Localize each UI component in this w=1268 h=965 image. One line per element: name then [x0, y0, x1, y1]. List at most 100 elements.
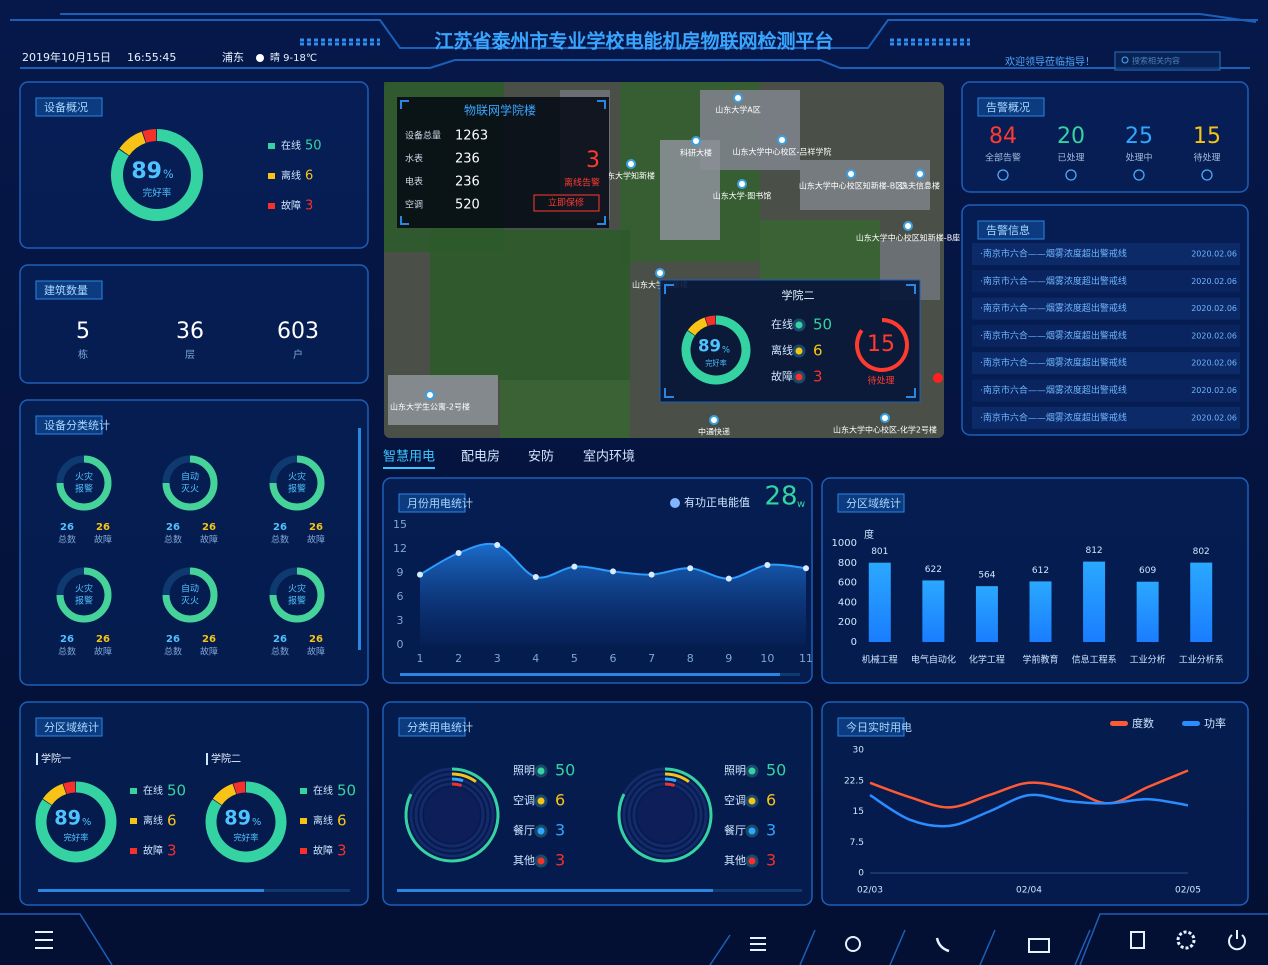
mail-icon[interactable] — [1028, 938, 1050, 953]
menu-icon[interactable] — [35, 931, 53, 949]
category-fault: 26 — [202, 634, 216, 645]
map-block — [500, 380, 630, 438]
usage-arc — [451, 782, 462, 787]
rate-unit: % — [252, 817, 261, 828]
panel-title-tag — [398, 717, 466, 737]
x-tick-label: 02/04 — [1016, 886, 1042, 896]
alarm-label: 离线告警 — [564, 177, 600, 189]
legend-value: 50 — [167, 782, 186, 800]
map-pin — [626, 159, 636, 169]
x-tick-label: 9 — [725, 652, 732, 665]
alarm-label: 处理中 — [1125, 152, 1152, 164]
row-label: 空调 — [405, 199, 423, 211]
x-tick-label: 机械工程 — [862, 654, 898, 666]
category-fault: 26 — [309, 634, 323, 645]
x-tick-label: 5 — [571, 652, 578, 665]
y-tick-label: 6 — [397, 590, 404, 603]
tab[interactable]: 配电房 — [461, 449, 500, 465]
legend-value: 50 — [813, 316, 832, 334]
y-unit: 度 — [864, 528, 874, 541]
panel-title: 分类用电统计 — [407, 720, 473, 734]
map-place: 科研大楼 — [680, 148, 712, 158]
list-icon[interactable] — [750, 937, 766, 951]
legend-label: 在线 — [771, 317, 793, 331]
ring-segment — [205, 781, 287, 863]
alarm-date: 2020.02.06 — [1191, 304, 1237, 313]
legend-dot — [745, 824, 759, 838]
power-icon[interactable] — [1228, 930, 1246, 951]
legend-value: 50 — [766, 761, 786, 780]
point — [725, 575, 732, 582]
total-label: 总数 — [164, 534, 182, 546]
alarm-row — [972, 379, 1240, 402]
usage-arc — [404, 767, 500, 863]
alarm-value: 25 — [1125, 124, 1153, 149]
legend-value: 3 — [555, 851, 565, 870]
map-pin — [777, 135, 787, 145]
map-pin — [425, 390, 435, 400]
weather: 晴 9-18℃ — [270, 51, 317, 64]
map-place: 山东大学A区 — [715, 105, 760, 115]
current-unit: w — [797, 499, 805, 510]
settings-icon[interactable] — [1176, 930, 1196, 950]
legend-label: 离线 — [771, 343, 793, 357]
alarm-label: 待处理 — [1193, 152, 1220, 164]
legend-label: 餐厅 — [724, 823, 746, 837]
report-icon[interactable] — [1130, 931, 1145, 949]
panel-title-tag — [837, 493, 905, 513]
x-tick-label: 工业分析 — [1130, 654, 1166, 666]
tab[interactable]: 智慧用电 — [383, 449, 435, 465]
panel — [821, 701, 1249, 906]
y-tick-label: 800 — [838, 558, 857, 569]
search-box[interactable] — [1114, 51, 1221, 71]
x-tick-label: 信息工程系 — [1072, 654, 1117, 666]
category-label: 火灾 — [75, 471, 93, 483]
fault-label: 故障 — [307, 646, 325, 658]
camera-icon[interactable] — [845, 936, 861, 952]
usage-arc — [617, 767, 713, 863]
map-pin — [903, 221, 913, 231]
rate-unit: % — [722, 345, 730, 355]
alarm-value: 20 — [1057, 124, 1085, 149]
map-pin — [655, 268, 665, 278]
college-marker — [206, 753, 208, 765]
x-tick-label: 学前教育 — [1022, 654, 1058, 666]
legend-dot — [745, 764, 759, 778]
legend-value: 3 — [305, 199, 313, 214]
building-unit: 层 — [185, 349, 195, 361]
category-label: 火灾 — [75, 583, 93, 595]
search-placeholder: 搜索相关内容 — [1132, 56, 1180, 66]
usage-arc — [664, 772, 690, 783]
phone-icon[interactable] — [935, 937, 950, 953]
category-total: 26 — [166, 634, 180, 645]
x-tick-label: 1 — [417, 652, 424, 665]
legend-swatch — [300, 788, 307, 794]
tab[interactable]: 安防 — [528, 449, 554, 465]
map-place: 东大学知新楼 — [607, 171, 655, 181]
legend-label: 度数 — [1132, 716, 1154, 730]
category-ring — [269, 455, 325, 511]
legend-label: 餐厅 — [513, 823, 535, 837]
alarm-text: ·南京市六合——烟雾浓度超出警戒线 — [980, 248, 1127, 260]
weather-icon — [256, 54, 264, 62]
tab[interactable]: 室内环境 — [583, 449, 635, 465]
x-tick-label: 11 — [799, 652, 813, 665]
x-tick-label: 02/05 — [1175, 886, 1201, 896]
bar — [975, 586, 998, 642]
footer-frame — [0, 913, 1268, 965]
x-tick-label: 4 — [532, 652, 539, 665]
category-label: 报警 — [288, 595, 306, 607]
alarm-row — [972, 352, 1240, 375]
total-label: 总数 — [58, 534, 76, 546]
legend-dot — [792, 344, 806, 358]
x-tick-label: 8 — [687, 652, 694, 665]
total-label: 总数 — [271, 534, 289, 546]
legend-value: 3 — [555, 821, 565, 840]
panel-title-tag — [35, 415, 103, 435]
row-label: 电表 — [405, 176, 423, 188]
legend-value: 6 — [337, 812, 347, 830]
legend-label: 有功正电能值 — [684, 495, 750, 509]
legend-swatch — [268, 143, 275, 149]
repair-button[interactable] — [533, 194, 600, 212]
rate-value: 89 — [131, 159, 162, 184]
